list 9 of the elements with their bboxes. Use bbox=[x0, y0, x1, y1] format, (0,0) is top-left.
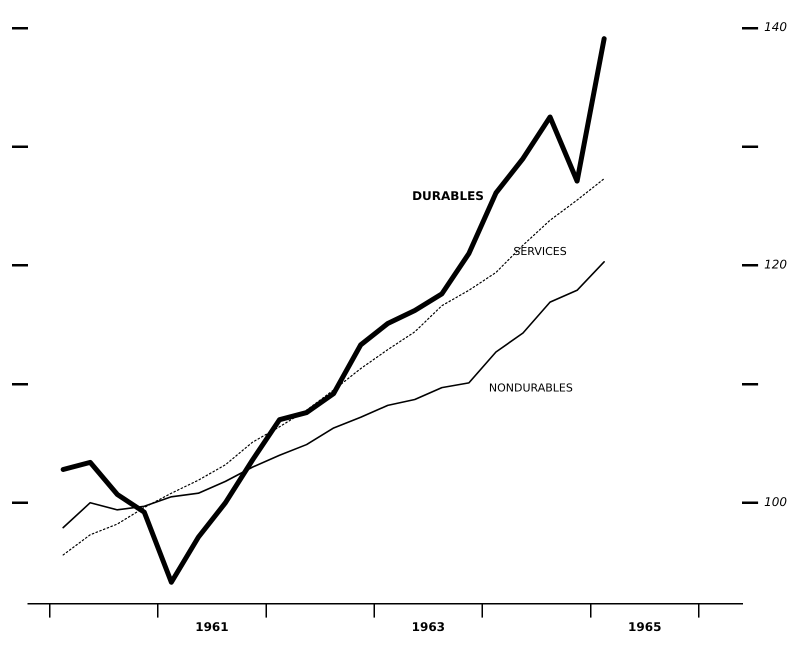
series-label: NONDURABLES bbox=[488, 382, 573, 395]
x-tick-label: 1963 bbox=[412, 620, 446, 634]
y-tick-label: 140 bbox=[764, 20, 788, 34]
y-tick-label: 120 bbox=[764, 257, 788, 272]
x-tick-label: 1965 bbox=[628, 620, 662, 634]
series-label: DURABLES bbox=[412, 189, 484, 204]
x-tick-label: 1961 bbox=[195, 620, 229, 634]
y-tick-label: 100 bbox=[764, 494, 788, 509]
series-label: SERVICES bbox=[513, 245, 567, 258]
